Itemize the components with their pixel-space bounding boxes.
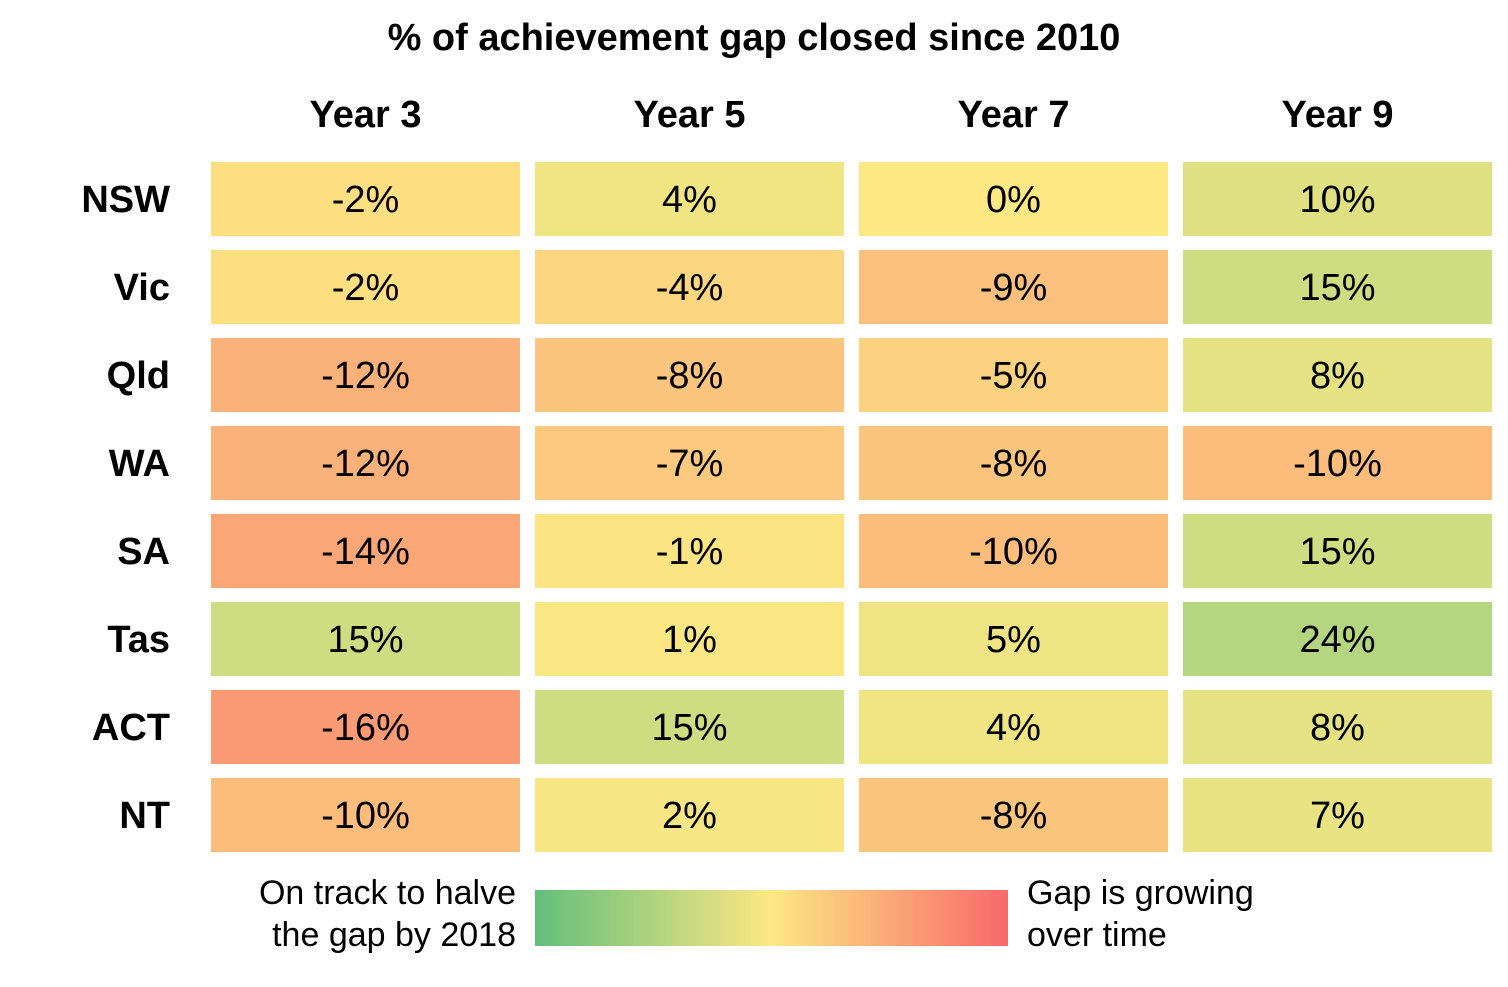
cell-vic-year-5	[535, 250, 844, 324]
row-labels: NSW Vic Qld WA SA Tas ACT NT	[81, 179, 170, 837]
cell-label-sa-year-9: 15%	[1299, 531, 1375, 573]
cell-label-nsw-year-5: 4%	[662, 179, 717, 221]
cell-act-year-5	[535, 690, 844, 764]
cell-label-nt-year-9: 7%	[1310, 795, 1365, 837]
row-label-act: ACT	[92, 707, 170, 749]
cell-wa-year-5	[535, 426, 844, 500]
row-label-vic: Vic	[114, 267, 170, 309]
cell-vic-year-7	[859, 250, 1168, 324]
column-label-year-3: Year 3	[310, 94, 422, 136]
cell-wa-year-7	[859, 426, 1168, 500]
cell-label-nsw-year-9: 10%	[1299, 179, 1375, 221]
cell-tas-year-9	[1183, 602, 1492, 676]
column-labels: Year 3 Year 5 Year 7 Year 9	[310, 94, 1394, 136]
cell-label-nt-year-7: -8%	[980, 795, 1048, 837]
legend-right-line-2: over time	[1027, 916, 1167, 954]
cell-qld-year-7	[859, 338, 1168, 412]
cell-label-tas-year-7: 5%	[986, 619, 1041, 661]
column-label-year-5: Year 5	[634, 94, 746, 136]
cell-label-vic-year-5: -4%	[656, 267, 724, 309]
cell-sa-year-9	[1183, 514, 1492, 588]
cell-label-tas-year-5: 1%	[662, 619, 717, 661]
cell-nsw-year-7	[859, 162, 1168, 236]
cell-vic-year-3	[211, 250, 520, 324]
legend-gradient-bar	[535, 890, 1008, 946]
column-label-year-7: Year 7	[958, 94, 1070, 136]
cell-act-year-3	[211, 690, 520, 764]
heatmap-cells: -2% 4% 0% 10% -2% -4% -9% 15% -12% -8% -5% 8% -12% -7…	[211, 162, 1492, 852]
row-label-qld: Qld	[107, 355, 170, 397]
cell-nt-year-9	[1183, 778, 1492, 852]
cell-wa-year-9	[1183, 426, 1492, 500]
row-label-tas: Tas	[107, 619, 170, 661]
cell-label-sa-year-7: -10%	[969, 531, 1058, 573]
cell-tas-year-3	[211, 602, 520, 676]
cell-qld-year-5	[535, 338, 844, 412]
row-label-nsw: NSW	[81, 179, 170, 221]
cell-label-vic-year-9: 15%	[1299, 267, 1375, 309]
cell-label-act-year-9: 8%	[1310, 707, 1365, 749]
cell-act-year-9	[1183, 690, 1492, 764]
cell-label-qld-year-9: 8%	[1310, 355, 1365, 397]
cell-qld-year-9	[1183, 338, 1492, 412]
cell-nt-year-5	[535, 778, 844, 852]
cell-label-wa-year-7: -8%	[980, 443, 1048, 485]
cell-sa-year-3	[211, 514, 520, 588]
cell-label-act-year-5: 15%	[651, 707, 727, 749]
cell-label-nsw-year-7: 0%	[986, 179, 1041, 221]
cell-label-act-year-3: -16%	[321, 707, 410, 749]
cell-label-act-year-7: 4%	[986, 707, 1041, 749]
cell-nt-year-3	[211, 778, 520, 852]
cell-act-year-7	[859, 690, 1168, 764]
color-legend: On track to halve the gap by 2018 Gap is…	[259, 874, 1254, 954]
cell-vic-year-9	[1183, 250, 1492, 324]
cell-label-sa-year-3: -14%	[321, 531, 410, 573]
cell-label-wa-year-9: -10%	[1293, 443, 1382, 485]
cell-label-qld-year-7: -5%	[980, 355, 1048, 397]
cell-nsw-year-5	[535, 162, 844, 236]
legend-left-line-2: the gap by 2018	[272, 916, 516, 954]
cell-label-nsw-year-3: -2%	[332, 179, 400, 221]
legend-left-line-1: On track to halve	[259, 874, 516, 912]
cell-nsw-year-3	[211, 162, 520, 236]
cell-sa-year-7	[859, 514, 1168, 588]
cell-label-qld-year-3: -12%	[321, 355, 410, 397]
cell-sa-year-5	[535, 514, 844, 588]
cell-nt-year-7	[859, 778, 1168, 852]
cell-label-nt-year-5: 2%	[662, 795, 717, 837]
legend-right-line-1: Gap is growing	[1027, 874, 1254, 912]
row-label-nt: NT	[119, 795, 170, 837]
row-label-wa: WA	[109, 443, 170, 485]
cell-label-vic-year-7: -9%	[980, 267, 1048, 309]
cell-label-sa-year-5: -1%	[656, 531, 724, 573]
cell-label-qld-year-5: -8%	[656, 355, 724, 397]
cell-label-vic-year-3: -2%	[332, 267, 400, 309]
cell-label-tas-year-9: 24%	[1299, 619, 1375, 661]
cell-tas-year-7	[859, 602, 1168, 676]
cell-wa-year-3	[211, 426, 520, 500]
column-label-year-9: Year 9	[1282, 94, 1394, 136]
cell-label-nt-year-3: -10%	[321, 795, 410, 837]
cell-tas-year-5	[535, 602, 844, 676]
cell-nsw-year-9	[1183, 162, 1492, 236]
cell-label-wa-year-3: -12%	[321, 443, 410, 485]
chart-title: % of achievement gap closed since 2010	[388, 17, 1121, 59]
row-label-sa: SA	[117, 531, 170, 573]
cell-qld-year-3	[211, 338, 520, 412]
cell-label-tas-year-3: 15%	[327, 619, 403, 661]
cell-label-wa-year-5: -7%	[656, 443, 724, 485]
